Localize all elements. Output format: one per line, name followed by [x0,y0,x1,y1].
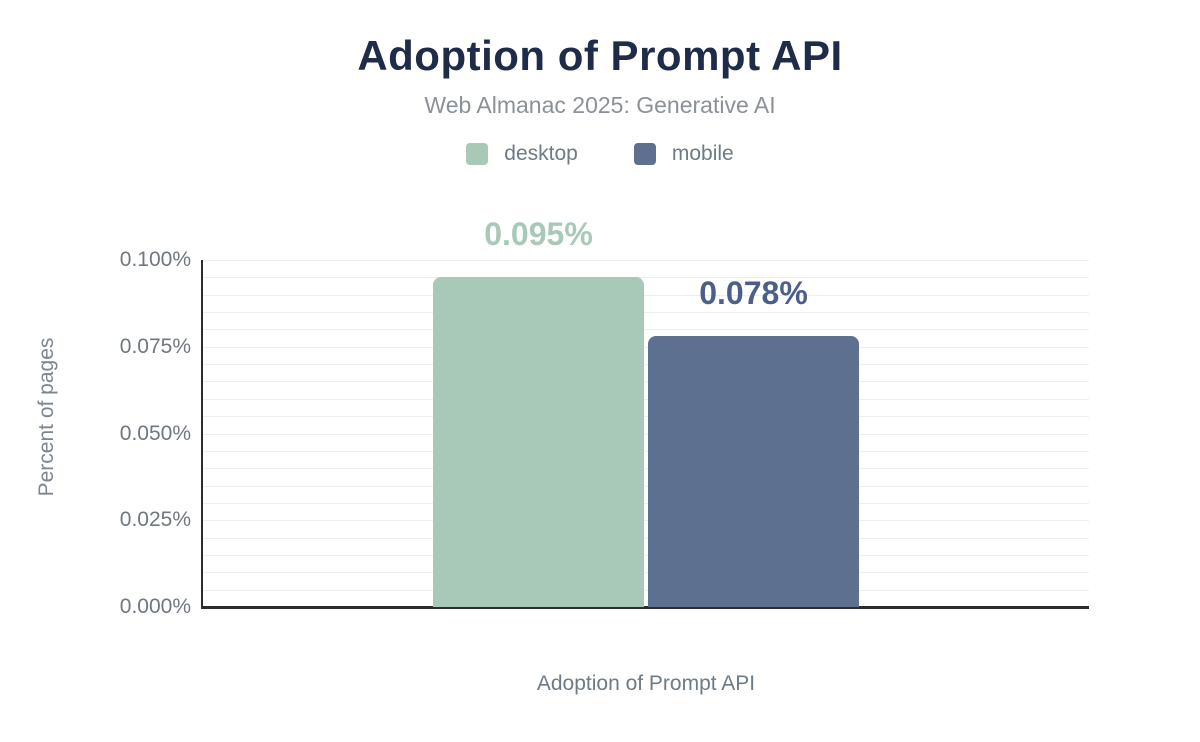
gridline [203,434,1089,435]
bar-value-label-mobile: 0.078% [699,275,808,311]
y-tick-label: 0.025% [119,508,191,532]
gridline [203,399,1089,400]
y-axis-line [201,260,203,607]
legend-swatch-mobile [633,143,656,165]
gridline [203,503,1089,504]
gridline [203,260,1089,261]
bar-value-label-desktop: 0.095% [484,216,593,252]
gridline [203,555,1089,556]
gridline [203,277,1089,278]
bar-desktop [433,277,644,607]
legend-item-desktop[interactable]: desktop [466,142,578,166]
x-axis-title: Adoption of Prompt API [536,672,756,695]
y-tick-label: 0.100% [119,248,191,271]
y-tick-label: 0.075% [119,334,191,358]
gridline [203,486,1089,487]
chart-title: Adoption of Prompt API [357,32,843,79]
gridline [203,312,1089,313]
gridline [203,520,1089,521]
gridline [203,295,1089,296]
gridline [203,329,1089,330]
bar-mobile [648,336,859,607]
legend-label: mobile [671,142,734,165]
gridline [203,451,1089,452]
plot-area: 0.095% 0.078% [201,216,1089,609]
gridline [203,381,1089,382]
y-tick-label: 0.000% [119,595,191,618]
chart-subtitle: Web Almanac 2025: Generative AI [424,92,776,118]
gridline [203,364,1089,365]
gridline [203,538,1089,539]
legend-label: desktop [504,142,578,165]
gridline [203,416,1089,417]
y-tick-label: 0.050% [119,421,191,445]
legend: desktop mobile [0,142,1200,166]
legend-item-mobile[interactable]: mobile [633,142,734,166]
y-axis-ticks: 0.000% 0.025% 0.050% 0.075% 0.100% [0,0,191,742]
gridline [203,347,1089,348]
legend-swatch-desktop [466,143,489,165]
gridline [203,572,1089,573]
gridline [203,468,1089,469]
x-axis-line [201,606,1089,609]
gridline [203,590,1089,591]
